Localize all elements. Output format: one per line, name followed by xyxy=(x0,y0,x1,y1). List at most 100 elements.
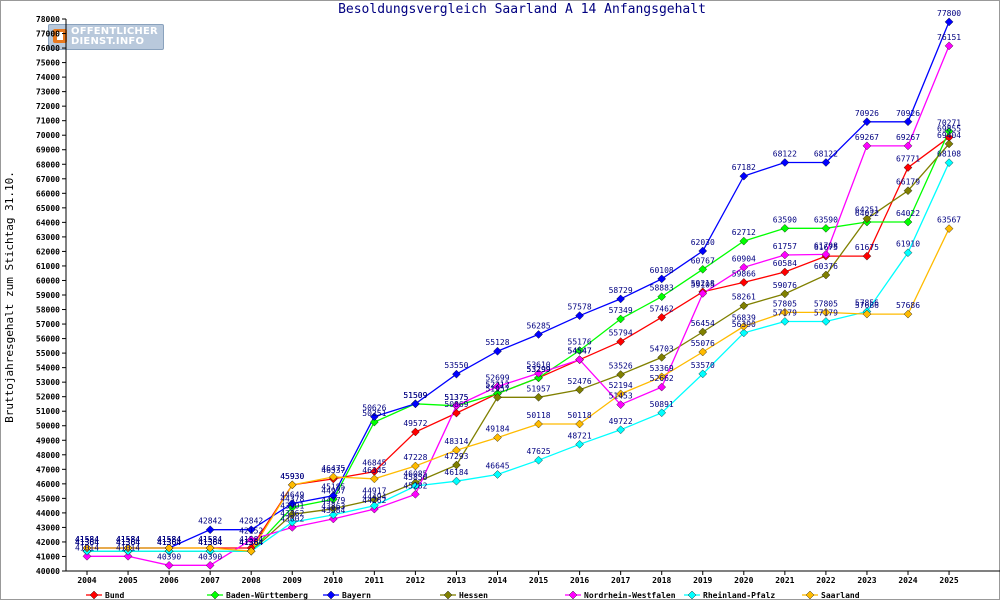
data-point xyxy=(739,263,749,272)
y-tick-label: 58000 xyxy=(36,306,60,315)
data-label: 51375 xyxy=(444,393,468,402)
data-point xyxy=(698,327,708,337)
y-tick-label: 56000 xyxy=(36,335,60,344)
data-label: 44937 xyxy=(321,486,345,495)
x-tick-label: 2013 xyxy=(447,576,466,585)
data-label: 60767 xyxy=(691,256,715,265)
data-points xyxy=(82,17,954,570)
y-tick-label: 43000 xyxy=(36,523,60,532)
data-point xyxy=(944,158,954,167)
data-label: 59076 xyxy=(773,281,797,290)
data-label: 51453 xyxy=(609,392,633,401)
data-point xyxy=(452,460,461,470)
data-point xyxy=(903,248,913,258)
data-label: 40390 xyxy=(198,552,222,561)
data-label: 49572 xyxy=(403,419,427,428)
data-label: 61798 xyxy=(814,241,838,250)
data-label: 41584 xyxy=(75,535,99,544)
data-point xyxy=(821,158,831,167)
data-label: 42842 xyxy=(198,517,222,526)
y-tick-label: 77000 xyxy=(36,30,60,39)
data-label: 41364 xyxy=(116,538,140,547)
data-label: 61675 xyxy=(814,243,838,252)
data-label: 41364 xyxy=(239,538,263,547)
y-tick-label: 72000 xyxy=(36,102,60,111)
data-label: 43901 xyxy=(280,501,304,510)
y-tick-label: 64000 xyxy=(36,218,60,227)
data-point xyxy=(452,369,461,379)
data-label: 47625 xyxy=(527,447,551,456)
chart-title: Besoldungsvergleich Saarland A 14 Anfang… xyxy=(338,2,706,17)
y-tick-label: 73000 xyxy=(36,88,60,97)
data-label: 41584 xyxy=(239,535,263,544)
data-label: 60376 xyxy=(814,262,838,271)
y-tick-label: 51000 xyxy=(36,407,60,416)
data-label: 59105 xyxy=(691,280,715,289)
data-label: 57462 xyxy=(650,304,674,313)
data-label: 50891 xyxy=(650,400,674,409)
data-label: 57856 xyxy=(855,299,879,308)
y-tick-label: 52000 xyxy=(36,393,60,402)
data-label: 41364 xyxy=(116,538,140,547)
data-point xyxy=(944,139,954,149)
data-label: 56839 xyxy=(732,313,756,322)
y-tick-label: 75000 xyxy=(36,59,60,68)
data-point xyxy=(616,389,625,399)
y-tick-label: 65000 xyxy=(36,204,60,213)
series-line xyxy=(87,162,950,552)
data-point xyxy=(739,278,749,287)
data-point xyxy=(903,186,913,195)
data-label: 70926 xyxy=(896,109,920,118)
legend-label: Bund xyxy=(105,591,124,600)
data-point xyxy=(164,543,174,553)
y-tick-label: 57000 xyxy=(36,320,60,329)
data-label: 61910 xyxy=(896,240,920,249)
x-tick-label: 2009 xyxy=(283,576,302,585)
data-point xyxy=(452,408,461,418)
data-point xyxy=(862,214,872,224)
data-label: 57805 xyxy=(814,299,838,308)
data-label: 46345 xyxy=(362,466,386,475)
data-point xyxy=(287,499,297,508)
data-label: 53610 xyxy=(527,360,551,369)
data-point xyxy=(616,294,625,304)
data-point xyxy=(534,330,543,339)
data-point xyxy=(493,346,502,356)
legend-label: Saarland xyxy=(821,591,860,600)
data-label: 57179 xyxy=(773,308,797,317)
y-tick-label: 68000 xyxy=(36,160,60,169)
data-label: 59218 xyxy=(691,279,715,288)
site-logo[interactable]: OFFENTLICHER DIENST.INFO xyxy=(48,24,164,50)
data-point xyxy=(657,274,666,284)
x-tick-label: 2019 xyxy=(693,576,712,585)
data-point xyxy=(411,399,420,409)
x-tick-label: 2006 xyxy=(159,576,178,585)
data-label: 41364 xyxy=(198,538,222,547)
data-point xyxy=(657,353,666,362)
data-label: 41584 xyxy=(157,535,181,544)
data-label: 58883 xyxy=(650,284,674,293)
data-label: 61675 xyxy=(855,243,879,252)
data-label: 50118 xyxy=(527,411,551,420)
data-point xyxy=(287,523,297,532)
data-label: 50251 xyxy=(362,409,386,418)
data-point xyxy=(739,328,749,338)
data-label: 51509 xyxy=(403,391,427,400)
data-label: 41364 xyxy=(75,538,99,547)
data-point xyxy=(698,369,708,379)
data-label: 64022 xyxy=(896,209,920,218)
data-label: 64251 xyxy=(855,206,879,215)
y-tick-label: 42000 xyxy=(36,538,60,547)
data-label: 57578 xyxy=(568,303,592,312)
data-label: 63590 xyxy=(773,215,797,224)
y-tick-label: 49000 xyxy=(36,436,60,445)
x-tick-label: 2011 xyxy=(365,576,384,585)
data-point xyxy=(821,317,831,326)
data-point xyxy=(287,517,297,527)
data-point xyxy=(329,510,338,520)
y-tick-label: 54000 xyxy=(36,364,60,373)
y-tick-label: 41000 xyxy=(36,552,60,561)
data-point xyxy=(616,370,625,379)
data-point xyxy=(575,346,584,355)
y-tick-label: 55000 xyxy=(36,349,60,358)
